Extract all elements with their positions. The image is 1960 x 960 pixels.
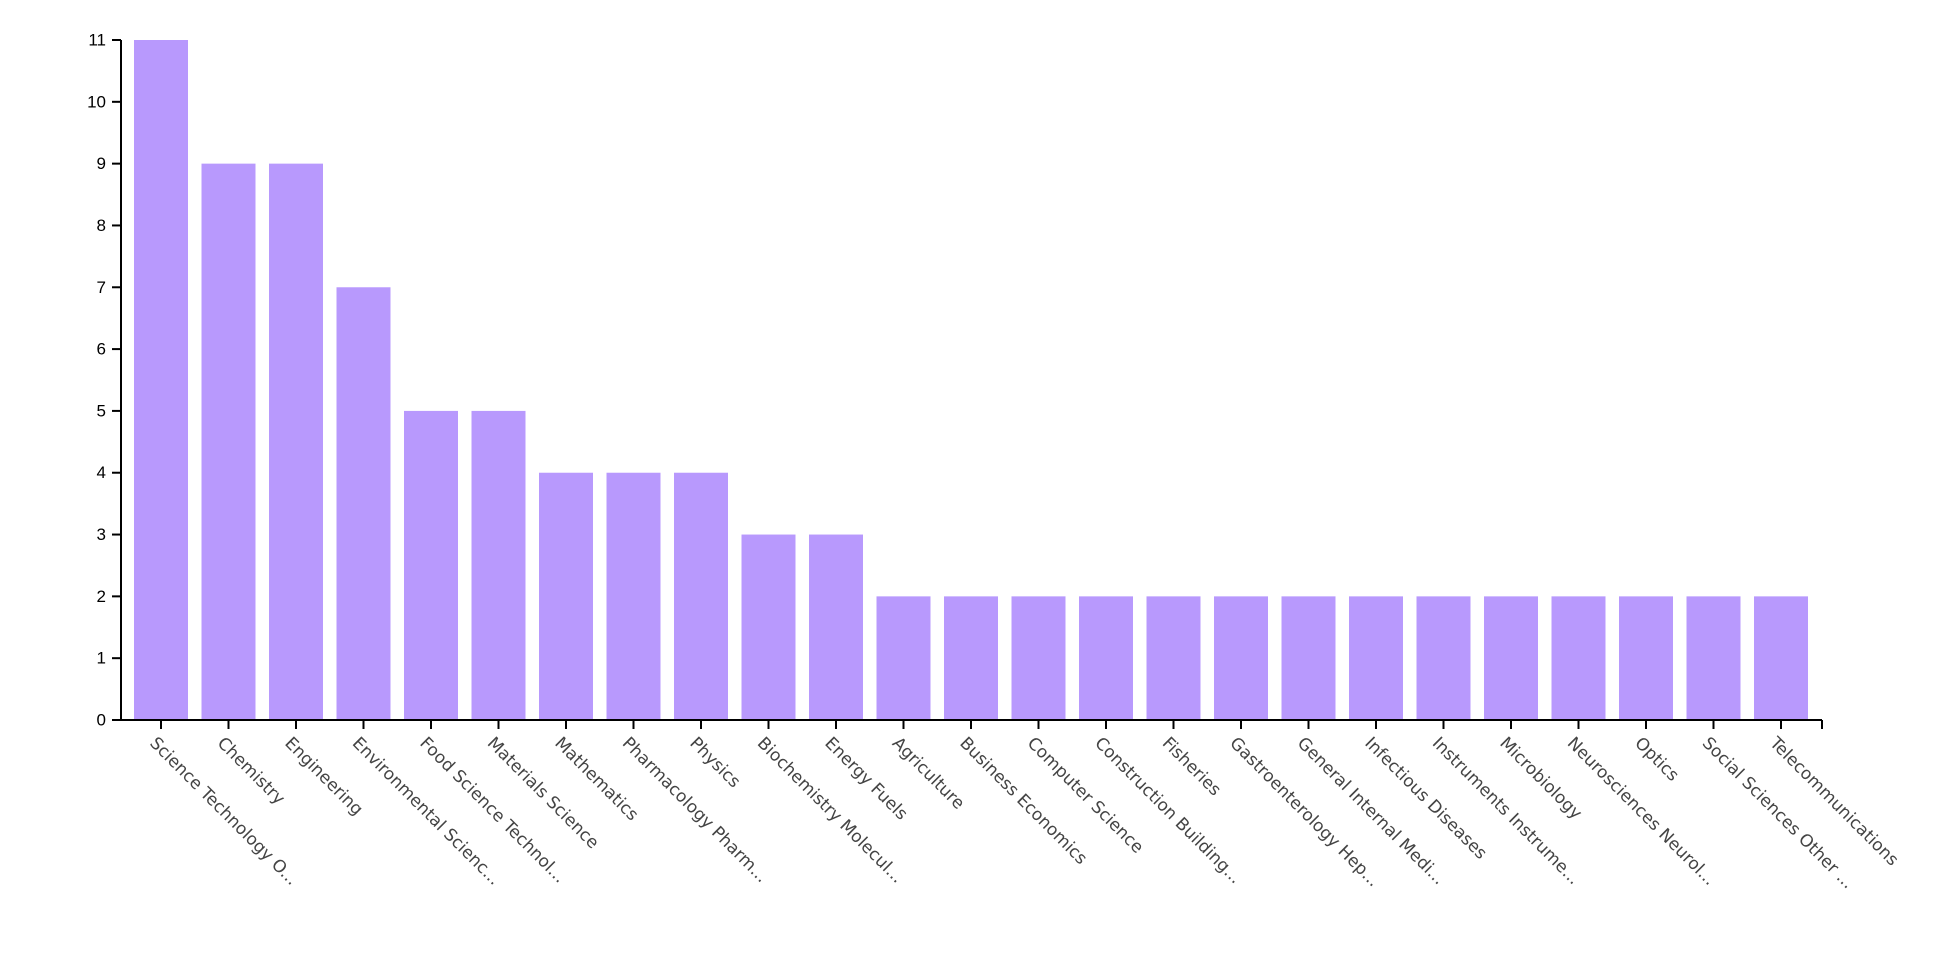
x-tick-label: Optics (1630, 733, 1682, 785)
bar[interactable] (336, 287, 391, 720)
bar[interactable] (1619, 596, 1673, 720)
bar[interactable] (1416, 596, 1471, 720)
bar[interactable] (944, 596, 998, 720)
y-tick-label: 7 (97, 278, 106, 297)
bar[interactable] (1349, 596, 1403, 720)
x-tick-label: Computer Science (1023, 733, 1147, 857)
bar[interactable] (809, 534, 863, 720)
bar[interactable] (1011, 596, 1066, 720)
x-axis: Science Technology O...ChemistryEngineer… (121, 719, 1903, 893)
y-tick-label: 0 (97, 711, 106, 730)
y-tick-label: 11 (88, 31, 106, 50)
bar[interactable] (471, 410, 526, 720)
y-tick-label: 6 (97, 340, 106, 359)
bar[interactable] (1079, 596, 1133, 720)
bar[interactable] (1551, 596, 1606, 720)
x-tick-label: Physics (685, 733, 744, 792)
bar[interactable] (1281, 596, 1336, 720)
bar[interactable] (876, 596, 931, 720)
bar[interactable] (606, 472, 661, 720)
bar[interactable] (1484, 596, 1538, 720)
x-tick-label: Telecommunications (1765, 733, 1903, 871)
bar[interactable] (269, 163, 323, 721)
y-tick-label: 9 (97, 154, 106, 173)
bar[interactable] (201, 163, 256, 721)
bar[interactable] (1754, 596, 1808, 720)
bar[interactable] (674, 472, 728, 720)
x-tick-label: Business Economics (955, 733, 1091, 869)
bar[interactable] (1686, 596, 1741, 720)
bar[interactable] (1214, 596, 1268, 720)
bar[interactable] (404, 410, 458, 720)
y-tick-label: 2 (97, 587, 106, 606)
bar[interactable] (539, 472, 593, 720)
y-tick-label: 8 (97, 216, 106, 235)
x-tick-label: Materials Science (483, 733, 603, 853)
x-tick-label: Fisheries (1158, 733, 1225, 800)
y-tick-label: 3 (97, 525, 106, 544)
y-tick-label: 1 (97, 649, 106, 668)
y-tick-label: 4 (97, 463, 106, 482)
y-tick-label: 10 (87, 92, 106, 111)
x-tick-label: Infectious Diseases (1360, 733, 1490, 863)
bars-layer (134, 40, 1808, 721)
y-tick-label: 5 (97, 401, 106, 420)
bar[interactable] (1146, 596, 1201, 720)
bar[interactable] (134, 40, 188, 720)
bar[interactable] (741, 534, 796, 720)
y-axis: 0 1 2 3 4 5 6 7 8 9 10 11 (87, 31, 122, 730)
